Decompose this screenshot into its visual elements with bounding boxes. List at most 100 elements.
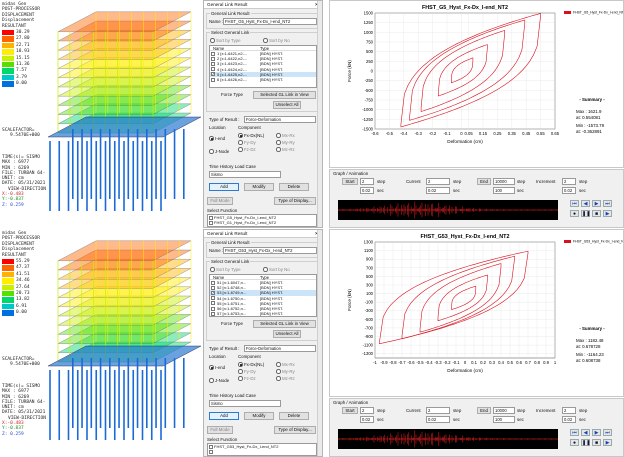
i-end-radio[interactable] <box>209 365 214 370</box>
mx-rx-radio[interactable] <box>276 133 281 138</box>
building-3d-model[interactable] <box>40 234 202 454</box>
col-name-header[interactable]: Name <box>213 275 225 280</box>
modify-button[interactable]: Modify <box>244 183 274 191</box>
waveform-strip[interactable] <box>338 429 558 449</box>
delete-button[interactable]: Delete <box>279 412 309 420</box>
end-button[interactable]: End <box>477 407 491 414</box>
fy-dy-radio[interactable] <box>238 140 243 145</box>
increment-sec-input[interactable]: 0.02 <box>562 416 576 423</box>
fz-dz-radio[interactable] <box>238 147 243 152</box>
i-end-radio[interactable] <box>209 136 214 141</box>
fx-dx-radio[interactable] <box>238 133 243 138</box>
list-item[interactable]: ✓ 53 [n:1-6749,n... [BDN] HYST. <box>210 290 316 296</box>
dialog-scrollbar[interactable] <box>317 1 322 227</box>
link-checkbox[interactable] <box>211 306 215 311</box>
list-item[interactable]: 3 [x:1-6423,n2-... [BDN] HYST. <box>210 61 316 66</box>
link-checkbox[interactable] <box>211 56 215 61</box>
fx-dx-radio[interactable] <box>238 362 243 367</box>
sort-by-type-radio[interactable] <box>210 38 215 43</box>
current-sec-input[interactable]: 0.02 <box>426 187 450 194</box>
function-checkbox[interactable] <box>209 449 213 454</box>
add-button[interactable]: Add <box>209 183 239 191</box>
full-mode-button[interactable]: Full Mode <box>207 197 233 205</box>
start-button[interactable]: Start <box>342 407 358 414</box>
list-item[interactable]: 54 [n:1-6750,n... [BDN] HYST. <box>210 296 316 301</box>
close-icon[interactable]: ✕ <box>313 230 320 238</box>
load-case-select[interactable]: Sismo <box>209 400 281 407</box>
skip-forward-icon[interactable]: ⏭ <box>603 200 612 207</box>
col-name-header[interactable]: Name <box>213 46 225 51</box>
list-item[interactable]: 4 [x:1-6424,n2-... [BDN] HYST. <box>210 67 316 72</box>
fz-dz-radio[interactable] <box>238 376 243 381</box>
link-checkbox[interactable] <box>211 301 215 306</box>
link-checkbox[interactable]: ✓ <box>211 72 216 77</box>
list-item[interactable]: 2 [x:1-6422,n2-... [BDN] HYST. <box>210 56 316 61</box>
start-button[interactable]: Start <box>342 178 358 185</box>
type-of-result-select[interactable]: Force-Deformation <box>244 116 316 123</box>
close-icon[interactable]: ✕ <box>313 1 320 9</box>
function-list[interactable]: FHST_G5_Hyst_Fx-Dx_I-end_NT2 FHST_G1_Hys… <box>207 214 317 227</box>
my-ry-radio[interactable] <box>276 369 281 374</box>
name-input[interactable]: FHST_G5_Hyst_Fx-Dx_I-end_NT2 <box>223 18 317 25</box>
function-checkbox[interactable] <box>209 215 213 220</box>
add-button[interactable]: Add <box>209 412 239 420</box>
sort-by-type-radio[interactable] <box>210 267 215 272</box>
sort-by-no-radio[interactable] <box>263 267 268 272</box>
col-type-header[interactable]: Type <box>260 46 270 51</box>
mz-rz-radio[interactable] <box>276 376 281 381</box>
link-checkbox[interactable] <box>211 61 215 66</box>
link-checkbox[interactable] <box>211 77 215 82</box>
selected-gl-button[interactable]: Selected GL Link in View <box>253 320 316 328</box>
type-of-result-select[interactable]: Force-Deformation <box>244 345 316 352</box>
link-checkbox[interactable] <box>211 51 215 56</box>
building-3d-model[interactable] <box>40 5 202 225</box>
function-checkbox[interactable] <box>209 220 213 225</box>
list-item[interactable]: 51 [n:1-6047,n... [BDN] HYST. <box>210 280 316 285</box>
stop-icon[interactable]: ■ <box>592 439 601 446</box>
function-item[interactable]: FHST_G1_Hyst_Fx-Dx_I-end_NT2 <box>208 220 316 225</box>
type-of-display-button[interactable]: Type of Display... <box>274 426 316 434</box>
end-step-input[interactable]: 10000 <box>493 407 515 414</box>
function-item[interactable] <box>208 449 316 454</box>
link-checkbox[interactable] <box>211 296 215 301</box>
function-checkbox[interactable] <box>209 444 213 449</box>
increment-sec-input[interactable]: 0.02 <box>562 187 576 194</box>
link-checkbox[interactable] <box>211 67 215 72</box>
end-step-input[interactable]: 10000 <box>493 178 515 185</box>
j-node-radio[interactable] <box>209 378 214 383</box>
play-icon[interactable]: ▶ <box>603 439 612 446</box>
link-checkbox[interactable]: ✓ <box>211 290 216 295</box>
my-ry-radio[interactable] <box>276 140 281 145</box>
list-item[interactable]: 52 [n:1-6748,n... [BDN] HYST. <box>210 285 316 290</box>
delete-button[interactable]: Delete <box>279 183 309 191</box>
unselect-all-button[interactable]: Unselect All <box>273 101 301 109</box>
function-list[interactable]: FHST_G53_Hyst_Fx-Dx_I-end_NT2 <box>207 443 317 456</box>
start-step-input[interactable]: 2 <box>360 178 374 185</box>
link-list[interactable]: Name Type 51 [n:1-6047,n... [BDN] HYST. 52… <box>209 274 317 317</box>
j-node-radio[interactable] <box>209 149 214 154</box>
type-of-display-button[interactable]: Type of Display... <box>274 197 316 205</box>
skip-forward-icon[interactable]: ⏭ <box>603 429 612 436</box>
mx-rx-radio[interactable] <box>276 362 281 367</box>
name-input[interactable]: FHST_G53_Hyst_Fx-Dx_I-end_NT2 <box>223 247 317 254</box>
step-back-icon[interactable]: ◀ <box>581 429 590 436</box>
list-item[interactable]: 6 [x:1-6426,n2-... [BDN] HYST. <box>210 77 316 82</box>
pause-icon[interactable]: ❚❚ <box>581 439 591 446</box>
dialog-scrollbar[interactable] <box>317 230 322 456</box>
start-step-input[interactable]: 2 <box>360 407 374 414</box>
list-item[interactable]: 55 [n:1-6751,n... [BDN] HYST. <box>210 301 316 306</box>
pause-icon[interactable]: ❚❚ <box>581 210 591 217</box>
fy-dy-radio[interactable] <box>238 369 243 374</box>
end-sec-input[interactable]: 100 <box>493 416 515 423</box>
full-mode-button[interactable]: Full Mode <box>207 426 233 434</box>
model-view[interactable]: midas Gen POST-PROCESSOR DISPLACEMENT Di… <box>0 229 202 457</box>
current-step-input[interactable]: 2 <box>426 407 450 414</box>
increment-step-input[interactable]: 2 <box>562 178 576 185</box>
list-item[interactable]: 56 [n:1-6752,n... [BDN] HYST. <box>210 306 316 311</box>
current-sec-input[interactable]: 0.02 <box>426 416 450 423</box>
selected-gl-button[interactable]: Selected GL Link in View <box>253 91 316 99</box>
function-item[interactable]: FHST_G53_Hyst_Fx-Dx_I-end_NT2 <box>208 444 316 449</box>
play-icon[interactable]: ▶ <box>603 210 612 217</box>
skip-back-icon[interactable]: ⏮ <box>570 200 579 207</box>
link-checkbox[interactable] <box>211 311 215 316</box>
